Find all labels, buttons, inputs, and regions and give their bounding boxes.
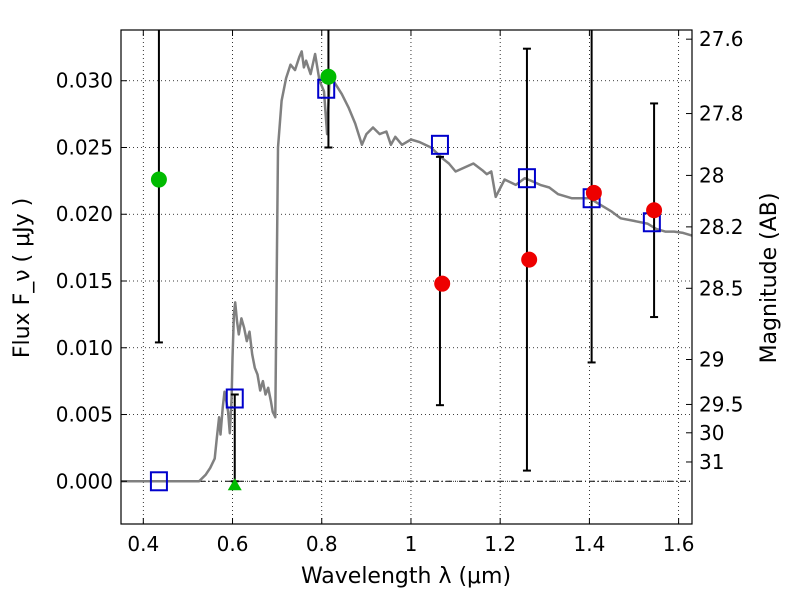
- model-flux-square: [517, 168, 536, 189]
- x-axis-ticks: 0.4 0.6 0.8 1 1.2 1.4 1.6: [127, 30, 695, 556]
- magnitude-tick-label: 30: [699, 421, 724, 445]
- plot-area-background: [121, 30, 692, 524]
- x-tick-label: 1.2: [484, 532, 516, 556]
- plot-frame: [120, 29, 693, 525]
- observed-flux-circle: [434, 275, 451, 292]
- magnitude-axis-title: Magnitude (AB): [757, 193, 782, 364]
- x-axis-title: Wavelength λ (μm): [301, 564, 511, 589]
- y-axis-title: Flux F_ν ( μJy ): [10, 198, 35, 358]
- magnitude-axis-ticks: 27.6 27.8 28 28.2 28.5 29 29.5 30 31: [686, 27, 744, 474]
- observed-flux-circle: [521, 251, 538, 268]
- y-tick-label: 0.025: [56, 135, 113, 159]
- magnitude-tick-label: 29.5: [699, 392, 744, 416]
- model-flux-square: [225, 388, 244, 409]
- y-tick-label: 0.020: [56, 202, 113, 226]
- magnitude-tick-label: 29: [699, 348, 724, 372]
- x-tick-label: 0.6: [217, 532, 249, 556]
- model-flux-square: [430, 134, 449, 155]
- model-flux-square: [149, 471, 168, 492]
- magnitude-tick-label: 27.8: [699, 102, 744, 126]
- observed-flux-circle: [150, 171, 167, 188]
- data-markers: [149, 68, 663, 492]
- model-sed-line: [121, 50, 693, 483]
- y-axis-ticks: 0.000 0.005 0.010 0.015 0.020 0.025 0.030: [56, 69, 127, 493]
- observed-flux-circle: [646, 202, 663, 219]
- observed-flux-circle: [585, 184, 602, 201]
- observed-flux-circle: [320, 68, 337, 85]
- x-tick-label: 1.4: [573, 532, 605, 556]
- magnitude-tick-label: 27.6: [699, 27, 744, 51]
- x-tick-label: 1.6: [663, 532, 695, 556]
- y-tick-label: 0.030: [56, 69, 113, 93]
- x-tick-label: 0.8: [306, 532, 338, 556]
- y-tick-label: 0.000: [56, 469, 113, 493]
- y-tick-label: 0.010: [56, 336, 113, 360]
- magnitude-tick-label: 28.2: [699, 215, 744, 239]
- y-tick-label: 0.005: [56, 403, 113, 427]
- y-tick-label: 0.015: [56, 269, 113, 293]
- x-tick-label: 1: [405, 532, 418, 556]
- x-tick-label: 0.4: [127, 532, 159, 556]
- upper-limit-triangle: [227, 478, 242, 491]
- magnitude-tick-label: 28.5: [699, 276, 744, 300]
- magnitude-tick-label: 28: [699, 163, 724, 187]
- magnitude-tick-label: 31: [699, 450, 724, 474]
